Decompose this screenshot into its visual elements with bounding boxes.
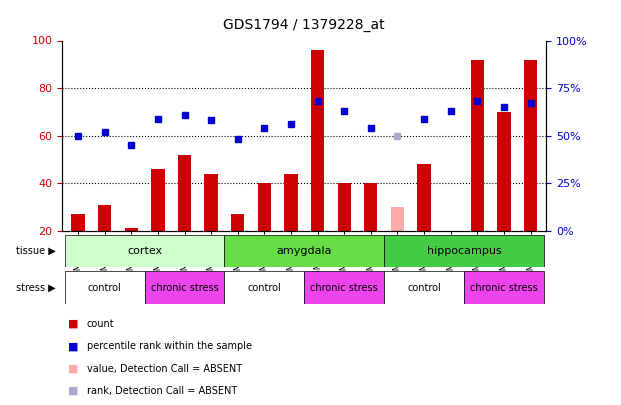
Text: chronic stress: chronic stress <box>470 283 538 292</box>
Bar <box>71 214 84 231</box>
Bar <box>497 112 510 231</box>
Bar <box>98 205 111 231</box>
Text: ■: ■ <box>68 364 79 373</box>
Text: control: control <box>88 283 122 292</box>
Bar <box>65 235 224 267</box>
Bar <box>152 169 165 231</box>
Text: chronic stress: chronic stress <box>310 283 378 292</box>
Bar <box>284 174 297 231</box>
Text: control: control <box>407 283 441 292</box>
Text: control: control <box>248 283 281 292</box>
Bar <box>471 60 484 231</box>
Bar <box>304 271 384 304</box>
Bar <box>338 183 351 231</box>
Bar <box>145 271 224 304</box>
Text: ■: ■ <box>68 319 79 329</box>
Bar <box>125 228 138 231</box>
Bar <box>65 271 145 304</box>
Text: value, Detection Call = ABSENT: value, Detection Call = ABSENT <box>87 364 242 373</box>
Text: ■: ■ <box>68 341 79 351</box>
Text: GDS1794 / 1379228_at: GDS1794 / 1379228_at <box>224 18 385 32</box>
Text: chronic stress: chronic stress <box>151 283 219 292</box>
Text: ■: ■ <box>68 386 79 396</box>
Bar <box>311 50 324 231</box>
Bar <box>224 235 384 267</box>
Bar <box>524 60 537 231</box>
Text: rank, Detection Call = ABSENT: rank, Detection Call = ABSENT <box>87 386 237 396</box>
Bar <box>391 207 404 231</box>
Text: amygdala: amygdala <box>276 246 332 256</box>
Text: cortex: cortex <box>127 246 162 256</box>
Bar <box>417 164 431 231</box>
Text: stress ▶: stress ▶ <box>16 283 56 292</box>
Bar <box>364 183 378 231</box>
Bar <box>204 174 218 231</box>
Bar <box>231 214 245 231</box>
Bar <box>464 271 544 304</box>
Bar <box>224 271 304 304</box>
Bar <box>384 271 464 304</box>
Text: hippocampus: hippocampus <box>427 246 501 256</box>
Bar <box>384 235 544 267</box>
Bar <box>258 183 271 231</box>
Text: count: count <box>87 319 114 329</box>
Text: tissue ▶: tissue ▶ <box>16 246 56 256</box>
Bar <box>178 155 191 231</box>
Text: percentile rank within the sample: percentile rank within the sample <box>87 341 252 351</box>
